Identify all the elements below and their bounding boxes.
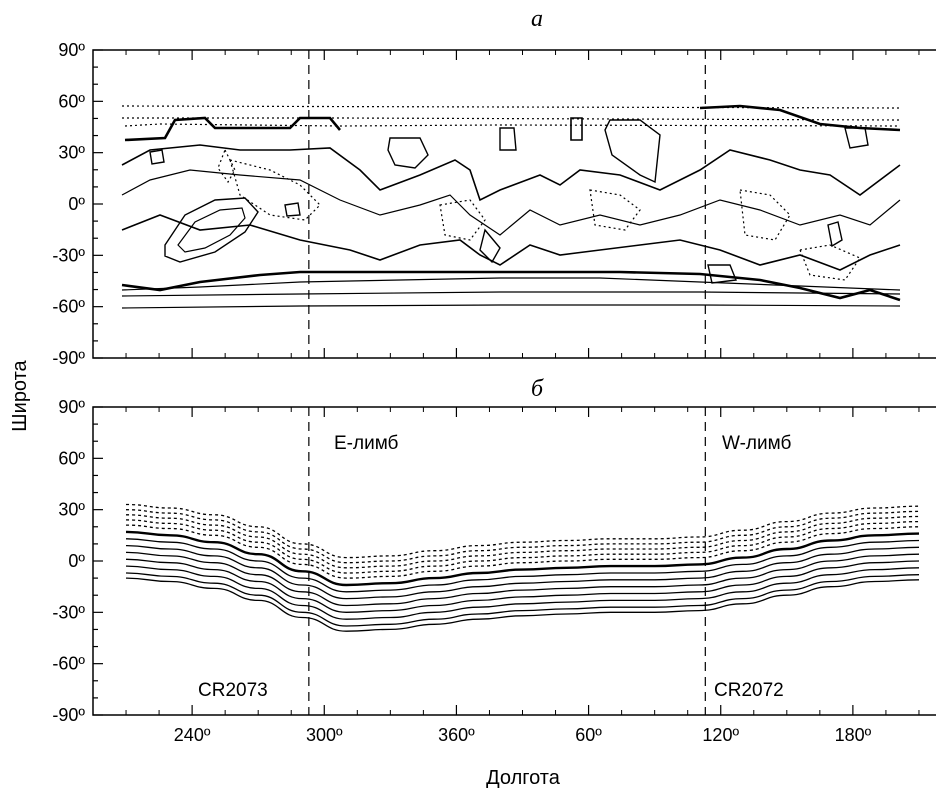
contour-north-island-1 — [604, 119, 661, 184]
contour-north-island-5 — [844, 127, 869, 149]
panel-b-y-ticks: 90º 60º 30º 0º -30º -60º -90º — [52, 397, 103, 725]
x-tick-label: 300º — [306, 725, 343, 745]
y-tick-label: -90º — [52, 348, 85, 368]
y-axis-title: Широта — [9, 359, 31, 431]
contour-small-island-5 — [707, 264, 737, 284]
neutral-line-solid — [125, 538, 920, 593]
panel-b-neutral-line-curves — [125, 503, 920, 632]
y-tick-label: -90º — [52, 705, 85, 725]
contour-north-island-4 — [387, 137, 429, 169]
panel-b: 90º 60º 30º 0º -30º -60º -90º 240º 300º 360º 60º 1… — [52, 397, 936, 745]
contour-dotted-top-1 — [121, 105, 901, 109]
y-tick-label: 0º — [68, 194, 85, 214]
contour-band-middle — [121, 169, 901, 236]
contour-island-left-inner — [177, 207, 246, 253]
contour-north-island-3 — [570, 117, 583, 141]
x-tick-label: 360º — [438, 725, 475, 745]
e-limb-label: E-лимб — [334, 433, 399, 454]
contour-north-crown-right — [699, 104, 901, 132]
contour-south-4 — [121, 304, 901, 309]
x-tick-label: 180º — [835, 725, 872, 745]
panel-a-x-ticks — [125, 50, 920, 358]
neutral-line-solid — [125, 577, 920, 632]
y-tick-label: -30º — [52, 602, 85, 622]
x-tick-label: 240º — [174, 725, 211, 745]
y-tick-label: -60º — [52, 654, 85, 674]
panel-b-frame — [92, 406, 936, 716]
contour-dotted-interior-5 — [799, 244, 861, 281]
contour-north-island-2 — [499, 127, 517, 151]
contour-small-island-1 — [284, 202, 301, 217]
panel-a-letter: а — [531, 6, 543, 32]
x-tick-label: 120º — [702, 725, 739, 745]
y-tick-label: 0º — [68, 551, 85, 571]
y-tick-label: 90º — [58, 40, 85, 60]
x-axis-title: Долгота — [486, 767, 561, 789]
panel-b-letter: б — [531, 376, 544, 402]
y-tick-label: -30º — [52, 245, 85, 265]
contour-south-2 — [121, 277, 901, 291]
contour-small-island-4 — [827, 221, 843, 248]
neutral-line-dotted — [125, 503, 920, 559]
contour-dotted-top-3 — [124, 123, 901, 127]
contour-south-thick — [121, 270, 901, 302]
y-tick-label: -60º — [52, 297, 85, 317]
y-tick-label: 30º — [58, 143, 85, 163]
panel-b-x-ticks: 240º 300º 360º 60º 120º 180º — [125, 407, 920, 745]
neutral-line-dotted — [125, 524, 920, 579]
neutral-line-solid — [125, 558, 920, 613]
contour-north-crown-left — [124, 116, 341, 142]
contour-small-island-3 — [479, 228, 501, 264]
cr2073-label: CR2073 — [198, 680, 268, 701]
contour-south-3 — [121, 291, 901, 297]
neutral-line-solid — [125, 572, 920, 627]
x-tick-label: 60º — [575, 725, 602, 745]
panel-a-frame — [92, 49, 936, 359]
neutral-line-solid — [125, 565, 920, 620]
neutral-line-dotted — [125, 509, 920, 564]
y-tick-label: 60º — [58, 91, 85, 111]
contour-map — [121, 104, 901, 309]
y-tick-label: 60º — [58, 448, 85, 468]
y-tick-label: 30º — [58, 500, 85, 520]
neutral-line-solid — [125, 530, 920, 587]
contour-island-left-outer — [164, 197, 259, 263]
contour-dotted-interior-6 — [217, 148, 236, 184]
panel-a-y-ticks: 90º 60º 30º 0º -30º -60º -90º — [52, 40, 103, 368]
contour-band-upper — [121, 144, 901, 202]
neutral-line-dotted — [125, 519, 920, 574]
contour-dotted-top-2 — [122, 117, 901, 121]
w-limb-label: W-лимб — [722, 433, 791, 454]
cr2072-label: CR2072 — [714, 680, 784, 701]
panel-a: 90º 60º 30º 0º -30º -60º -90º — [52, 40, 936, 368]
contour-small-island-2 — [149, 149, 165, 165]
contour-dotted-interior-3 — [589, 189, 641, 231]
y-tick-label: 90º — [58, 397, 85, 417]
neutral-line-dotted — [125, 514, 920, 569]
contour-dotted-interior-4 — [739, 189, 791, 241]
contour-dotted-interior-1 — [229, 159, 321, 221]
contour-band-lower — [121, 214, 901, 271]
contour-dotted-interior-2 — [439, 199, 486, 241]
neutral-line-solid — [125, 544, 920, 600]
neutral-line-solid — [125, 551, 920, 607]
